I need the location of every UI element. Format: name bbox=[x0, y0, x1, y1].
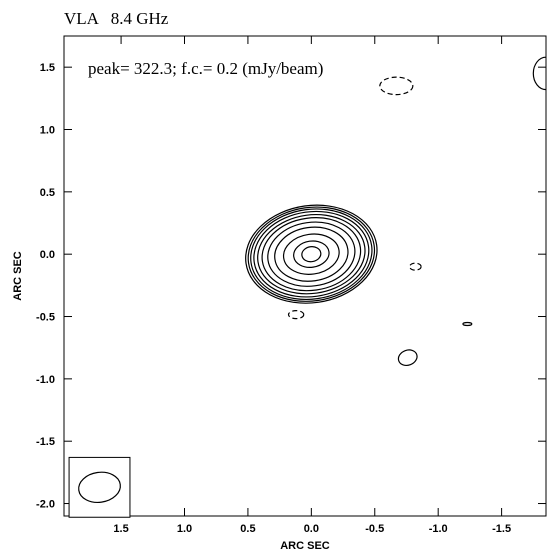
source-contour bbox=[253, 210, 370, 298]
x-tick-label: 0.0 bbox=[304, 523, 319, 535]
y-tick-labels: 1.5 1.0 0.5 0.0 -0.5 -1.0 -1.5 -2.0 bbox=[36, 62, 55, 510]
minor-contour bbox=[397, 349, 418, 367]
y-tick-label: 1.0 bbox=[40, 125, 55, 137]
x-tick-label: 1.0 bbox=[177, 523, 192, 535]
axis-ticks bbox=[64, 36, 546, 516]
source-contour bbox=[261, 217, 362, 292]
y-tick-label: -0.5 bbox=[36, 312, 55, 324]
source-contour bbox=[293, 240, 330, 268]
source-contour bbox=[282, 233, 340, 275]
x-tick-label: -1.5 bbox=[492, 523, 511, 535]
y-axis-label: ARC SEC bbox=[12, 251, 24, 301]
x-tick-label: -1.0 bbox=[429, 523, 448, 535]
beam-inset bbox=[68, 456, 131, 518]
beam-ellipse bbox=[78, 471, 121, 504]
contour-layer bbox=[245, 56, 546, 367]
y-tick-label: -1.0 bbox=[36, 374, 55, 386]
x-tick-label: 1.5 bbox=[113, 523, 128, 535]
x-tick-label: -0.5 bbox=[365, 523, 384, 535]
negative-contour bbox=[379, 76, 414, 96]
source-contour bbox=[245, 204, 378, 304]
minor-contour bbox=[532, 56, 546, 91]
minor-contour bbox=[462, 321, 473, 327]
plot-frame bbox=[63, 35, 547, 517]
y-tick-label: 1.5 bbox=[40, 62, 55, 74]
source-contour bbox=[301, 246, 322, 263]
y-tick-label: 0.5 bbox=[40, 187, 55, 199]
chart-title: VLA 8.4 GHz bbox=[64, 9, 169, 28]
x-tick-label: 0.5 bbox=[240, 523, 255, 535]
y-tick-label: -1.5 bbox=[36, 436, 55, 448]
source-contour bbox=[274, 226, 349, 282]
source-contour bbox=[267, 221, 356, 287]
y-tick-label: 0.0 bbox=[40, 249, 55, 261]
x-tick-labels: 1.5 1.0 0.5 0.0 -0.5 -1.0 -1.5 bbox=[113, 523, 511, 535]
negative-contour bbox=[287, 310, 305, 320]
x-axis-label: ARC SEC bbox=[280, 540, 330, 552]
source-contour bbox=[250, 208, 373, 301]
negative-contour bbox=[409, 262, 422, 271]
source-contour bbox=[247, 206, 376, 302]
peak-annotation: peak= 322.3; f.c.= 0.2 (mJy/beam) bbox=[88, 59, 323, 78]
y-tick-label: -2.0 bbox=[36, 499, 55, 511]
source-contour bbox=[257, 213, 366, 295]
